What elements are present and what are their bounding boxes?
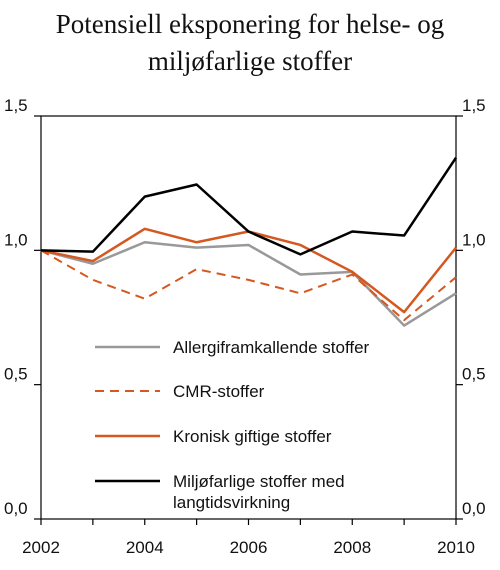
series-line-0	[40, 241, 457, 327]
chart-title-line-2: miljøfarlige stoffer	[147, 46, 353, 76]
series-line-3	[40, 156, 458, 256]
series-lines	[40, 156, 458, 327]
y-axis-right: 0,0 0,5 1,0 1,5	[456, 96, 486, 520]
y-tick-label-right: 0,5	[462, 365, 486, 384]
y-tick-label-right: 0,0	[462, 499, 486, 518]
x-axis: 2002 2004 2006 2008 2010	[22, 519, 475, 557]
x-tick-label: 2004	[126, 538, 164, 557]
y-tick-label-right: 1,0	[462, 230, 486, 249]
legend-label-cmr: CMR-stoffer	[173, 382, 265, 401]
legend-label-kronisk: Kronisk giftige stoffer	[173, 427, 332, 446]
x-tick-label: 2010	[437, 538, 475, 557]
legend-label-miljofarlige-line-2: langtidsvirkning	[173, 493, 290, 512]
y-tick-label-left: 0,0	[4, 499, 28, 518]
x-tick-label: 2002	[22, 538, 60, 557]
legend-label-allergiframkallende: Allergiframkallende stoffer	[173, 338, 370, 357]
y-axis-left: 0,0 0,5 1,0 1,5	[4, 96, 41, 520]
x-tick-label: 2006	[230, 538, 268, 557]
y-tick-label-left: 1,0	[4, 230, 28, 249]
legend-label-miljofarlige-line-1: Miljøfarlige stoffer med	[173, 472, 345, 491]
x-tick-label: 2008	[333, 538, 371, 557]
chart-title-line-1: Potensiell eksponering for helse- og	[55, 9, 445, 39]
chart-title: Potensiell eksponering for helse- og mil…	[0, 6, 500, 80]
y-tick-label-left: 0,5	[4, 365, 28, 384]
legend: Allergiframkallende stoffer CMR-stoffer …	[95, 338, 370, 512]
plot-frame	[40, 115, 457, 520]
y-tick-label-right: 1,5	[462, 96, 486, 115]
y-tick-label-left: 1,5	[4, 96, 28, 115]
series-line-1	[40, 249, 457, 322]
